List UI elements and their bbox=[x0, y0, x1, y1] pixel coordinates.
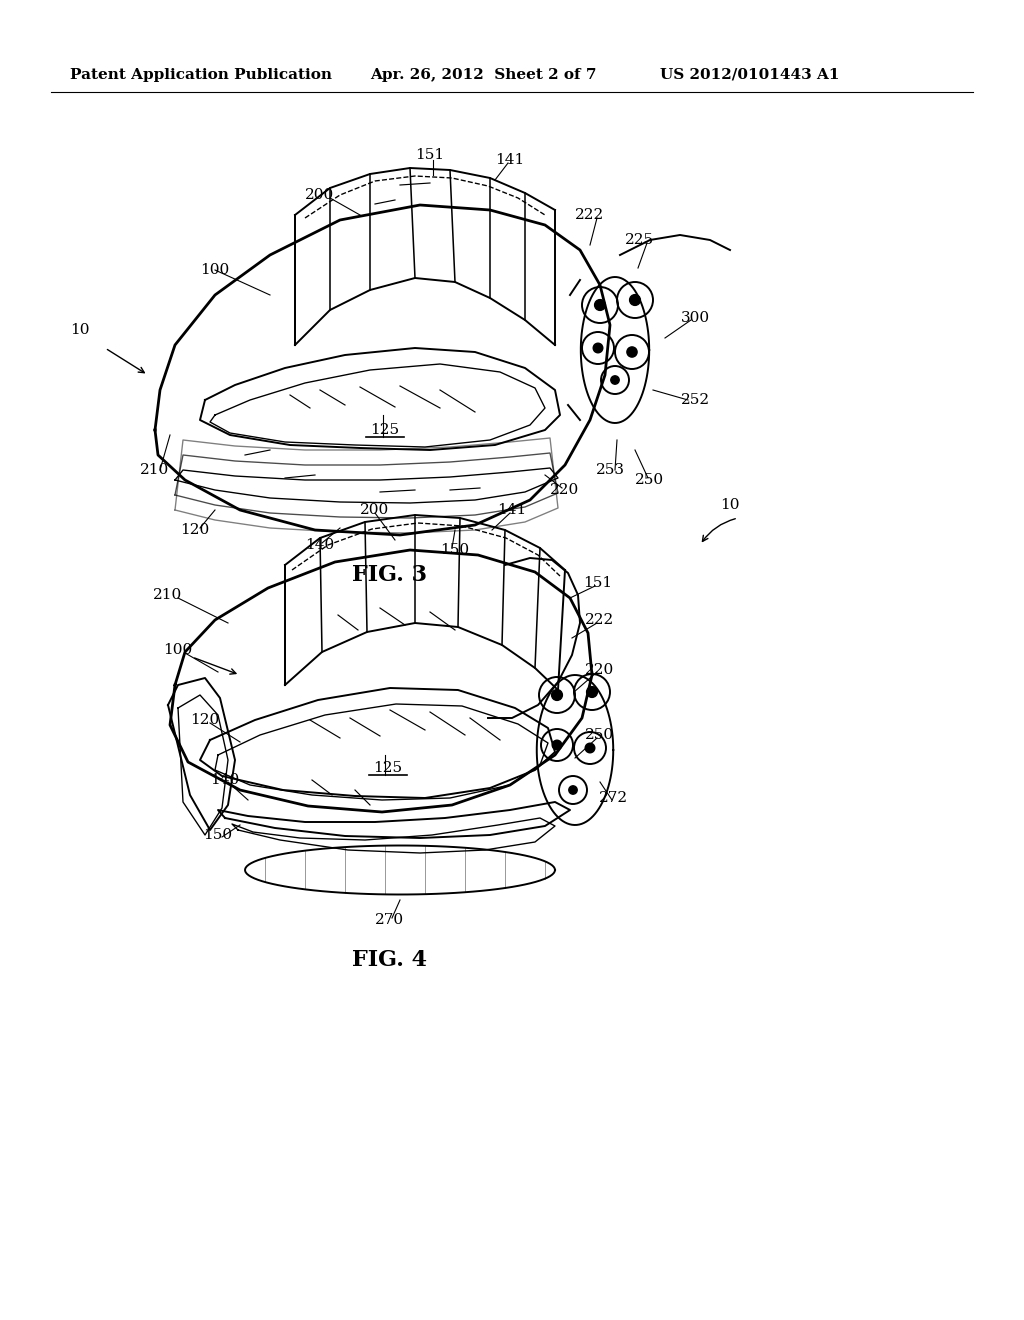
Text: 151: 151 bbox=[416, 148, 444, 162]
Text: 270: 270 bbox=[376, 913, 404, 927]
Text: 100: 100 bbox=[164, 643, 193, 657]
Circle shape bbox=[610, 376, 620, 384]
Text: 141: 141 bbox=[498, 503, 526, 517]
Text: FIG. 4: FIG. 4 bbox=[352, 949, 427, 972]
Text: 210: 210 bbox=[140, 463, 170, 477]
Text: 150: 150 bbox=[204, 828, 232, 842]
Text: 200: 200 bbox=[360, 503, 389, 517]
Text: 250: 250 bbox=[586, 729, 614, 742]
Text: US 2012/0101443 A1: US 2012/0101443 A1 bbox=[660, 69, 840, 82]
Circle shape bbox=[552, 689, 562, 701]
Text: 220: 220 bbox=[550, 483, 580, 498]
Text: 252: 252 bbox=[680, 393, 710, 407]
Circle shape bbox=[568, 785, 578, 795]
Circle shape bbox=[630, 294, 640, 305]
Text: FIG. 3: FIG. 3 bbox=[352, 564, 427, 586]
Text: Apr. 26, 2012  Sheet 2 of 7: Apr. 26, 2012 Sheet 2 of 7 bbox=[370, 69, 597, 82]
Text: 141: 141 bbox=[496, 153, 524, 168]
Text: 120: 120 bbox=[180, 523, 210, 537]
Text: 10: 10 bbox=[71, 323, 90, 337]
Text: 220: 220 bbox=[586, 663, 614, 677]
Text: 151: 151 bbox=[584, 576, 612, 590]
Text: 225: 225 bbox=[626, 234, 654, 247]
Text: 125: 125 bbox=[371, 422, 399, 437]
Circle shape bbox=[552, 741, 562, 750]
Text: 120: 120 bbox=[190, 713, 219, 727]
Circle shape bbox=[587, 686, 597, 697]
Circle shape bbox=[627, 347, 637, 358]
Text: 250: 250 bbox=[636, 473, 665, 487]
Text: 222: 222 bbox=[575, 209, 604, 222]
Text: 125: 125 bbox=[374, 762, 402, 775]
Circle shape bbox=[593, 343, 603, 352]
Text: 140: 140 bbox=[210, 774, 240, 787]
Text: 100: 100 bbox=[201, 263, 229, 277]
Text: Patent Application Publication: Patent Application Publication bbox=[70, 69, 332, 82]
Text: 200: 200 bbox=[305, 187, 335, 202]
Text: 210: 210 bbox=[154, 587, 182, 602]
Circle shape bbox=[585, 743, 595, 752]
Text: 272: 272 bbox=[599, 791, 629, 805]
Circle shape bbox=[595, 300, 605, 310]
Text: 300: 300 bbox=[680, 312, 710, 325]
Text: 222: 222 bbox=[586, 612, 614, 627]
Text: 140: 140 bbox=[305, 539, 335, 552]
Text: 150: 150 bbox=[440, 543, 470, 557]
Text: 10: 10 bbox=[720, 498, 739, 512]
Text: 253: 253 bbox=[596, 463, 625, 477]
